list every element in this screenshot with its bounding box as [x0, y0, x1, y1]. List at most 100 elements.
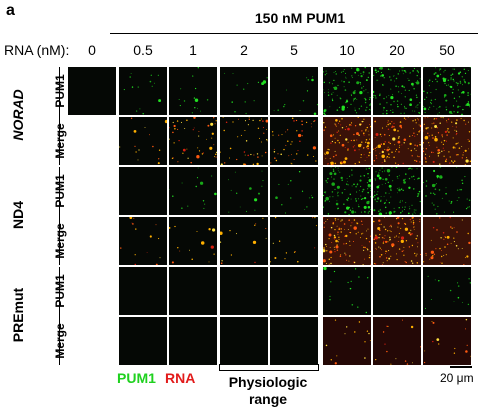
- puncta: [356, 222, 358, 224]
- puncta: [414, 119, 417, 121]
- puncta: [410, 149, 413, 152]
- puncta: [375, 171, 377, 173]
- puncta: [387, 120, 389, 122]
- puncta: [467, 82, 470, 85]
- puncta: [350, 93, 352, 95]
- puncta: [328, 258, 331, 260]
- puncta: [381, 154, 385, 159]
- puncta: [412, 85, 414, 87]
- puncta: [379, 255, 381, 258]
- puncta: [349, 124, 351, 126]
- puncta: [220, 163, 223, 165]
- puncta: [443, 149, 445, 151]
- puncta: [427, 275, 429, 277]
- puncta: [354, 331, 356, 333]
- puncta: [395, 150, 397, 152]
- puncta: [361, 87, 363, 89]
- puncta: [400, 227, 402, 229]
- puncta: [333, 270, 336, 273]
- puncta: [366, 201, 370, 205]
- puncta: [439, 163, 441, 165]
- puncta: [373, 159, 376, 162]
- puncta: [350, 225, 352, 227]
- puncta: [334, 248, 336, 250]
- puncta: [423, 261, 425, 263]
- puncta: [445, 237, 447, 239]
- puncta: [180, 88, 182, 90]
- micrograph-tile: [323, 217, 371, 265]
- puncta: [257, 127, 260, 129]
- puncta: [416, 105, 418, 106]
- puncta: [357, 222, 359, 224]
- puncta: [392, 111, 394, 114]
- puncta: [436, 74, 440, 78]
- puncta: [461, 113, 463, 115]
- puncta: [264, 151, 267, 154]
- puncta: [358, 321, 361, 323]
- puncta: [323, 249, 326, 253]
- puncta: [195, 185, 197, 188]
- puncta: [366, 156, 368, 158]
- puncta: [412, 213, 414, 215]
- puncta: [332, 155, 335, 158]
- puncta: [323, 194, 325, 197]
- puncta: [374, 69, 377, 72]
- puncta: [345, 254, 347, 256]
- puncta: [433, 122, 435, 124]
- puncta: [367, 173, 369, 175]
- puncta: [397, 226, 399, 228]
- puncta: [412, 221, 415, 224]
- puncta: [202, 152, 204, 154]
- puncta: [401, 200, 403, 202]
- puncta: [456, 100, 458, 102]
- puncta: [460, 188, 463, 191]
- puncta: [458, 147, 461, 149]
- puncta: [386, 112, 388, 115]
- puncta: [214, 123, 216, 125]
- puncta: [223, 129, 225, 132]
- puncta: [381, 150, 384, 154]
- puncta: [453, 97, 456, 99]
- puncta: [455, 134, 457, 136]
- puncta: [381, 237, 383, 239]
- puncta: [437, 155, 440, 157]
- puncta: [444, 246, 446, 248]
- puncta: [398, 136, 400, 138]
- puncta: [324, 153, 326, 156]
- puncta: [149, 134, 151, 136]
- puncta: [384, 240, 388, 244]
- puncta: [347, 147, 349, 150]
- puncta: [376, 146, 378, 148]
- puncta: [378, 185, 380, 187]
- puncta: [193, 127, 195, 129]
- puncta: [416, 235, 418, 237]
- puncta: [464, 257, 466, 259]
- puncta: [367, 249, 369, 251]
- puncta: [419, 200, 421, 203]
- puncta: [296, 130, 298, 132]
- puncta: [356, 191, 358, 193]
- puncta: [332, 223, 334, 225]
- puncta: [228, 157, 231, 159]
- puncta: [393, 128, 397, 132]
- puncta: [388, 141, 390, 144]
- puncta: [377, 70, 379, 73]
- puncta: [461, 182, 464, 185]
- puncta: [400, 236, 405, 240]
- group-label-premut: PREmut: [10, 287, 26, 343]
- puncta: [366, 181, 369, 184]
- puncta: [417, 71, 419, 73]
- puncta: [431, 127, 433, 129]
- puncta: [327, 148, 329, 151]
- puncta: [402, 73, 404, 75]
- puncta: [301, 120, 303, 123]
- puncta: [469, 282, 471, 284]
- puncta: [306, 154, 309, 156]
- puncta: [254, 198, 258, 202]
- legend-rna: RNA: [165, 370, 196, 386]
- puncta: [329, 172, 333, 176]
- puncta: [194, 98, 199, 103]
- puncta: [440, 237, 442, 239]
- puncta: [407, 117, 409, 118]
- puncta: [354, 71, 356, 74]
